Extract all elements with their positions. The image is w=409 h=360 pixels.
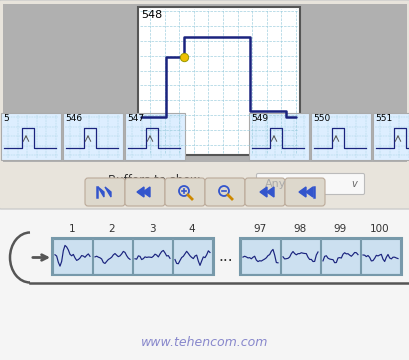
Text: Buffers to show: Buffers to show <box>108 174 200 186</box>
Bar <box>280 239 319 274</box>
Polygon shape <box>259 187 266 197</box>
Text: 546: 546 <box>65 114 82 123</box>
Bar <box>63 113 123 160</box>
Text: 549: 549 <box>250 114 267 123</box>
Bar <box>1 113 61 160</box>
FancyBboxPatch shape <box>284 178 324 206</box>
Text: 99: 99 <box>333 224 346 234</box>
Text: 3: 3 <box>148 224 155 234</box>
FancyBboxPatch shape <box>256 174 364 194</box>
Text: 5: 5 <box>3 114 9 123</box>
Bar <box>240 239 279 274</box>
Text: ...: ... <box>218 249 233 264</box>
Bar <box>320 239 359 274</box>
Bar <box>52 238 213 275</box>
Polygon shape <box>266 187 273 197</box>
Bar <box>133 239 172 274</box>
FancyBboxPatch shape <box>125 178 164 206</box>
Text: 547: 547 <box>127 114 144 123</box>
Bar <box>138 7 299 155</box>
FancyBboxPatch shape <box>85 178 125 206</box>
Bar <box>53 239 92 274</box>
Bar <box>125 113 184 160</box>
FancyBboxPatch shape <box>204 178 245 206</box>
Text: 551: 551 <box>374 114 391 123</box>
Text: 100: 100 <box>369 224 389 234</box>
Polygon shape <box>143 187 150 197</box>
FancyBboxPatch shape <box>164 178 204 206</box>
Text: 4: 4 <box>188 224 195 234</box>
Text: www.tehencom.com: www.tehencom.com <box>141 336 268 348</box>
Bar <box>248 113 308 160</box>
Text: 550: 550 <box>312 114 329 123</box>
Bar <box>93 239 132 274</box>
Bar <box>310 113 370 160</box>
FancyBboxPatch shape <box>0 0 409 209</box>
Bar <box>372 113 409 160</box>
Text: 2: 2 <box>108 224 115 234</box>
Bar <box>239 238 401 275</box>
Polygon shape <box>98 187 104 197</box>
Text: v: v <box>350 179 356 189</box>
Text: 548: 548 <box>141 10 162 20</box>
Polygon shape <box>298 187 305 197</box>
Polygon shape <box>305 187 312 197</box>
FancyBboxPatch shape <box>245 178 284 206</box>
Text: 98: 98 <box>293 224 306 234</box>
Polygon shape <box>137 187 144 197</box>
Polygon shape <box>105 187 111 197</box>
Text: 97: 97 <box>253 224 266 234</box>
Text: Any: Any <box>264 179 285 189</box>
Text: 1: 1 <box>69 224 75 234</box>
Bar <box>360 239 399 274</box>
Bar <box>3 4 406 162</box>
Bar <box>173 239 211 274</box>
